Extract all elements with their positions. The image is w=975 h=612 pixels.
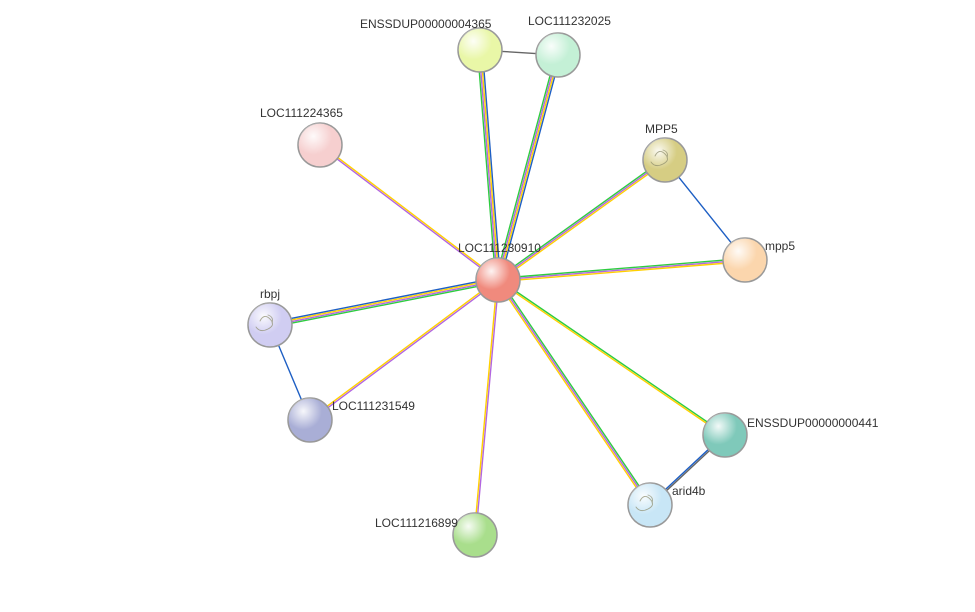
node-label-loc232: LOC111232025 (528, 14, 611, 28)
node-ens441[interactable] (703, 413, 747, 457)
edge-ens4365-loc232 (502, 51, 536, 53)
network-diagram: LOC111230910 ENSSDUP00000004365 LOC1112320… (0, 0, 975, 612)
edge-center-rbpj (291, 283, 476, 319)
edge-center-ens4365 (483, 72, 498, 258)
node-label-arid4b: arid4b (672, 484, 706, 498)
node-label-loc216: LOC111216899 (375, 516, 458, 530)
edge-center-rbpj (291, 282, 476, 318)
node-loc224[interactable] (298, 123, 342, 167)
node-loc232[interactable] (536, 33, 580, 77)
node-loc231[interactable] (288, 398, 332, 442)
node-label-ens4365: ENSSDUP00000004365 (360, 17, 492, 31)
node-label-loc224: LOC111224365 (260, 106, 343, 120)
edge-center-loc216 (478, 302, 497, 513)
node-mpp5u[interactable] (643, 138, 687, 182)
edge-mpp5u-mpp5l (679, 177, 732, 243)
edge-center-arid4b (509, 299, 636, 488)
node-loc216[interactable] (453, 513, 497, 557)
edge-center-loc232 (503, 76, 552, 258)
edge-center-ens441 (516, 293, 707, 423)
node-rbpj[interactable] (248, 303, 292, 347)
edge-center-mpp5l (520, 262, 723, 278)
edge-center-arid4b (510, 298, 637, 487)
edge-center-mpp5l (520, 260, 723, 276)
edge-center-loc232 (504, 76, 553, 258)
edge-center-ens441 (517, 292, 708, 422)
node-label-loc231: LOC111231549 (332, 399, 415, 413)
edge-center-loc232 (506, 77, 555, 259)
node-mpp5l[interactable] (723, 238, 767, 282)
node-center[interactable] (476, 258, 520, 302)
edge-center-arid4b (512, 297, 639, 486)
edge-center-loc216 (476, 302, 495, 513)
node-ens4365[interactable] (458, 28, 502, 72)
node-label-mpp5u: MPP5 (645, 122, 678, 136)
edge-rbpj-loc231 (279, 345, 302, 399)
node-arid4b[interactable] (628, 483, 672, 527)
edge-center-mpp5l (520, 263, 723, 279)
node-label-ens441: ENSSDUP00000000441 (747, 416, 879, 430)
node-label-mpp5l: mpp5 (765, 239, 795, 253)
edge-center-loc232 (501, 76, 550, 258)
node-label-center: LOC111230910 (458, 241, 541, 255)
edge-center-ens4365 (481, 72, 496, 258)
node-label-rbpj: rbpj (260, 287, 280, 301)
